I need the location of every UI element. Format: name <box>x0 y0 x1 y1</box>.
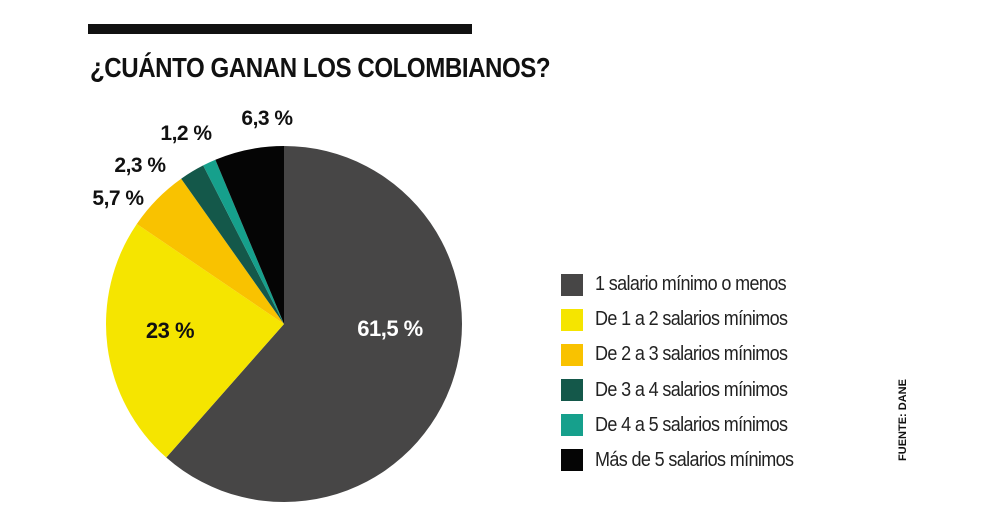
chart-title: ¿CUÁNTO GANAN LOS COLOMBIANOS? <box>90 52 551 83</box>
title-rule <box>88 24 472 34</box>
legend-swatch <box>561 273 583 296</box>
legend-item-6: Más de 5 salarios mínimos <box>561 446 815 475</box>
legend-label: De 4 a 5 salarios mínimos <box>595 413 788 436</box>
legend-label: De 1 a 2 salarios mínimos <box>595 308 788 331</box>
legend-item-2: De 1 a 2 salarios mínimos <box>561 305 815 334</box>
legend-label: 1 salario mínimo o menos <box>595 273 787 295</box>
legend-label: Más de 5 salarios mínimos <box>595 448 794 471</box>
legend-item-3: De 2 a 3 salarios mínimos <box>561 340 815 369</box>
legend-item-4: De 3 a 4 salarios mínimos <box>561 376 815 405</box>
legend: 1 salario mínimo o menos De 1 a 2 salario… <box>561 270 815 481</box>
pie-slice-5 <box>203 159 284 324</box>
legend-item-5: De 4 a 5 salarios mínimos <box>561 411 815 440</box>
pie-slice-3 <box>136 178 284 324</box>
slice-value-label-2: 23 % <box>146 318 194 343</box>
pie-slice-2 <box>106 223 285 458</box>
legend-label: De 2 a 3 salarios mínimos <box>595 343 788 366</box>
pie-slice-4 <box>181 165 284 324</box>
source-note: FUENTE: DANE <box>897 379 909 461</box>
legend-swatch <box>561 449 583 472</box>
pie-slice-1 <box>166 146 463 503</box>
legend-swatch <box>561 379 583 402</box>
legend-swatch <box>561 414 583 437</box>
slice-value-label-5: 1,2 % <box>160 122 212 145</box>
slice-value-label-4: 2,3 % <box>114 154 166 177</box>
legend-label: De 3 a 4 salarios mínimos <box>595 378 788 401</box>
legend-swatch <box>561 308 583 331</box>
legend-swatch <box>561 343 583 366</box>
pie-slice-6 <box>215 146 284 324</box>
legend-item-1: 1 salario mínimo o menos <box>561 270 815 299</box>
slice-value-label-3: 5,7 % <box>92 187 144 210</box>
slice-value-label-1: 61,5 % <box>357 316 423 341</box>
slice-value-label-6: 6,3 % <box>241 107 293 130</box>
